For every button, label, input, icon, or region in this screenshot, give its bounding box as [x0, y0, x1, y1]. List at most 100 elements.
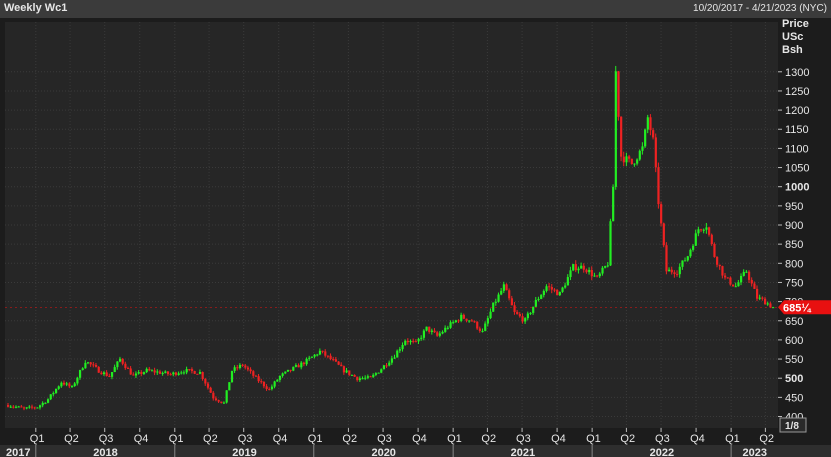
candle — [684, 257, 687, 262]
candle — [590, 266, 593, 281]
scale-button-label: 1/8 — [785, 421, 799, 432]
candle — [697, 226, 700, 237]
candle — [33, 406, 36, 410]
candle — [110, 372, 114, 380]
candle — [494, 298, 497, 306]
candle — [62, 380, 66, 386]
quarter-label: Q3 — [655, 433, 670, 445]
last-price-label: 685¼ — [783, 302, 811, 314]
candle — [580, 262, 583, 269]
candle — [686, 255, 689, 262]
candle — [289, 369, 292, 373]
candle — [737, 279, 740, 287]
candle — [350, 374, 354, 376]
candle — [30, 404, 34, 410]
candle — [236, 364, 239, 371]
candle — [614, 65, 617, 190]
candle — [473, 320, 476, 323]
candle — [673, 270, 676, 278]
candle — [404, 339, 407, 346]
y-tick-label: 1250 — [785, 86, 809, 98]
candle — [270, 384, 274, 391]
candle — [574, 260, 577, 273]
y-tick-label: 750 — [785, 277, 803, 289]
quarter-label: Q2 — [620, 433, 635, 445]
quarter-label: Q4 — [690, 433, 705, 445]
candle — [313, 354, 316, 359]
candle — [193, 370, 196, 375]
candle — [286, 369, 290, 372]
candle — [705, 222, 708, 234]
candle — [393, 354, 396, 359]
candle — [604, 265, 607, 269]
candle — [342, 365, 346, 375]
quarter-label: Q2 — [203, 433, 218, 445]
candle — [420, 335, 423, 341]
candle — [638, 149, 641, 161]
candle — [257, 374, 260, 383]
candle — [185, 366, 188, 375]
candle — [532, 306, 535, 315]
quarter-label: Q2 — [759, 433, 774, 445]
candle — [681, 260, 684, 270]
candle — [372, 373, 375, 379]
candle — [652, 127, 655, 140]
quarter-label: Q4 — [134, 433, 149, 445]
candle — [460, 312, 463, 323]
candle — [244, 363, 247, 370]
year-band — [0, 445, 831, 457]
candle — [758, 294, 761, 301]
candle — [694, 229, 697, 246]
candle — [25, 407, 28, 410]
candle — [222, 401, 226, 404]
date-range: 10/20/2017 - 4/21/2023 (NYC) — [693, 3, 827, 14]
candle — [449, 320, 452, 329]
candle — [238, 363, 242, 370]
candle — [446, 325, 450, 330]
candle — [190, 367, 194, 374]
y-tick-label: 650 — [785, 316, 803, 328]
price-chart[interactable]: 4004505005506006507007508008509009501000… — [0, 18, 831, 457]
candle — [249, 367, 252, 374]
candle — [292, 366, 295, 372]
quarter-label: Q3 — [516, 433, 531, 445]
candle — [593, 272, 596, 277]
candle — [161, 371, 164, 376]
quarter-label: Q1 — [308, 433, 323, 445]
candle — [620, 116, 623, 162]
candle — [228, 382, 231, 391]
candle — [742, 269, 745, 277]
quarter-label: Q2 — [64, 433, 79, 445]
candle — [521, 313, 524, 324]
candle — [89, 361, 92, 367]
candle — [726, 277, 729, 279]
candle — [457, 319, 460, 324]
candle — [28, 405, 31, 409]
candle — [316, 353, 319, 357]
candle — [465, 318, 468, 323]
candle — [489, 308, 492, 320]
candle — [612, 184, 615, 222]
candle — [118, 356, 122, 363]
candle — [214, 396, 218, 402]
candle — [761, 296, 764, 301]
candle — [588, 267, 591, 275]
year-label: 2018 — [93, 447, 117, 457]
candle — [649, 114, 652, 136]
candle — [436, 330, 439, 337]
candle — [366, 374, 370, 380]
candle — [561, 286, 564, 293]
y-tick-label: 800 — [785, 258, 803, 270]
candle — [540, 293, 543, 300]
candle — [78, 369, 82, 380]
candle — [70, 385, 74, 388]
candle — [209, 386, 212, 393]
candle — [513, 301, 516, 315]
y-tick-label: 500 — [785, 373, 803, 385]
candle — [598, 271, 601, 278]
candle — [545, 284, 548, 293]
candle — [385, 363, 388, 368]
candle — [353, 374, 356, 377]
candle — [14, 405, 18, 409]
candle — [425, 326, 428, 332]
